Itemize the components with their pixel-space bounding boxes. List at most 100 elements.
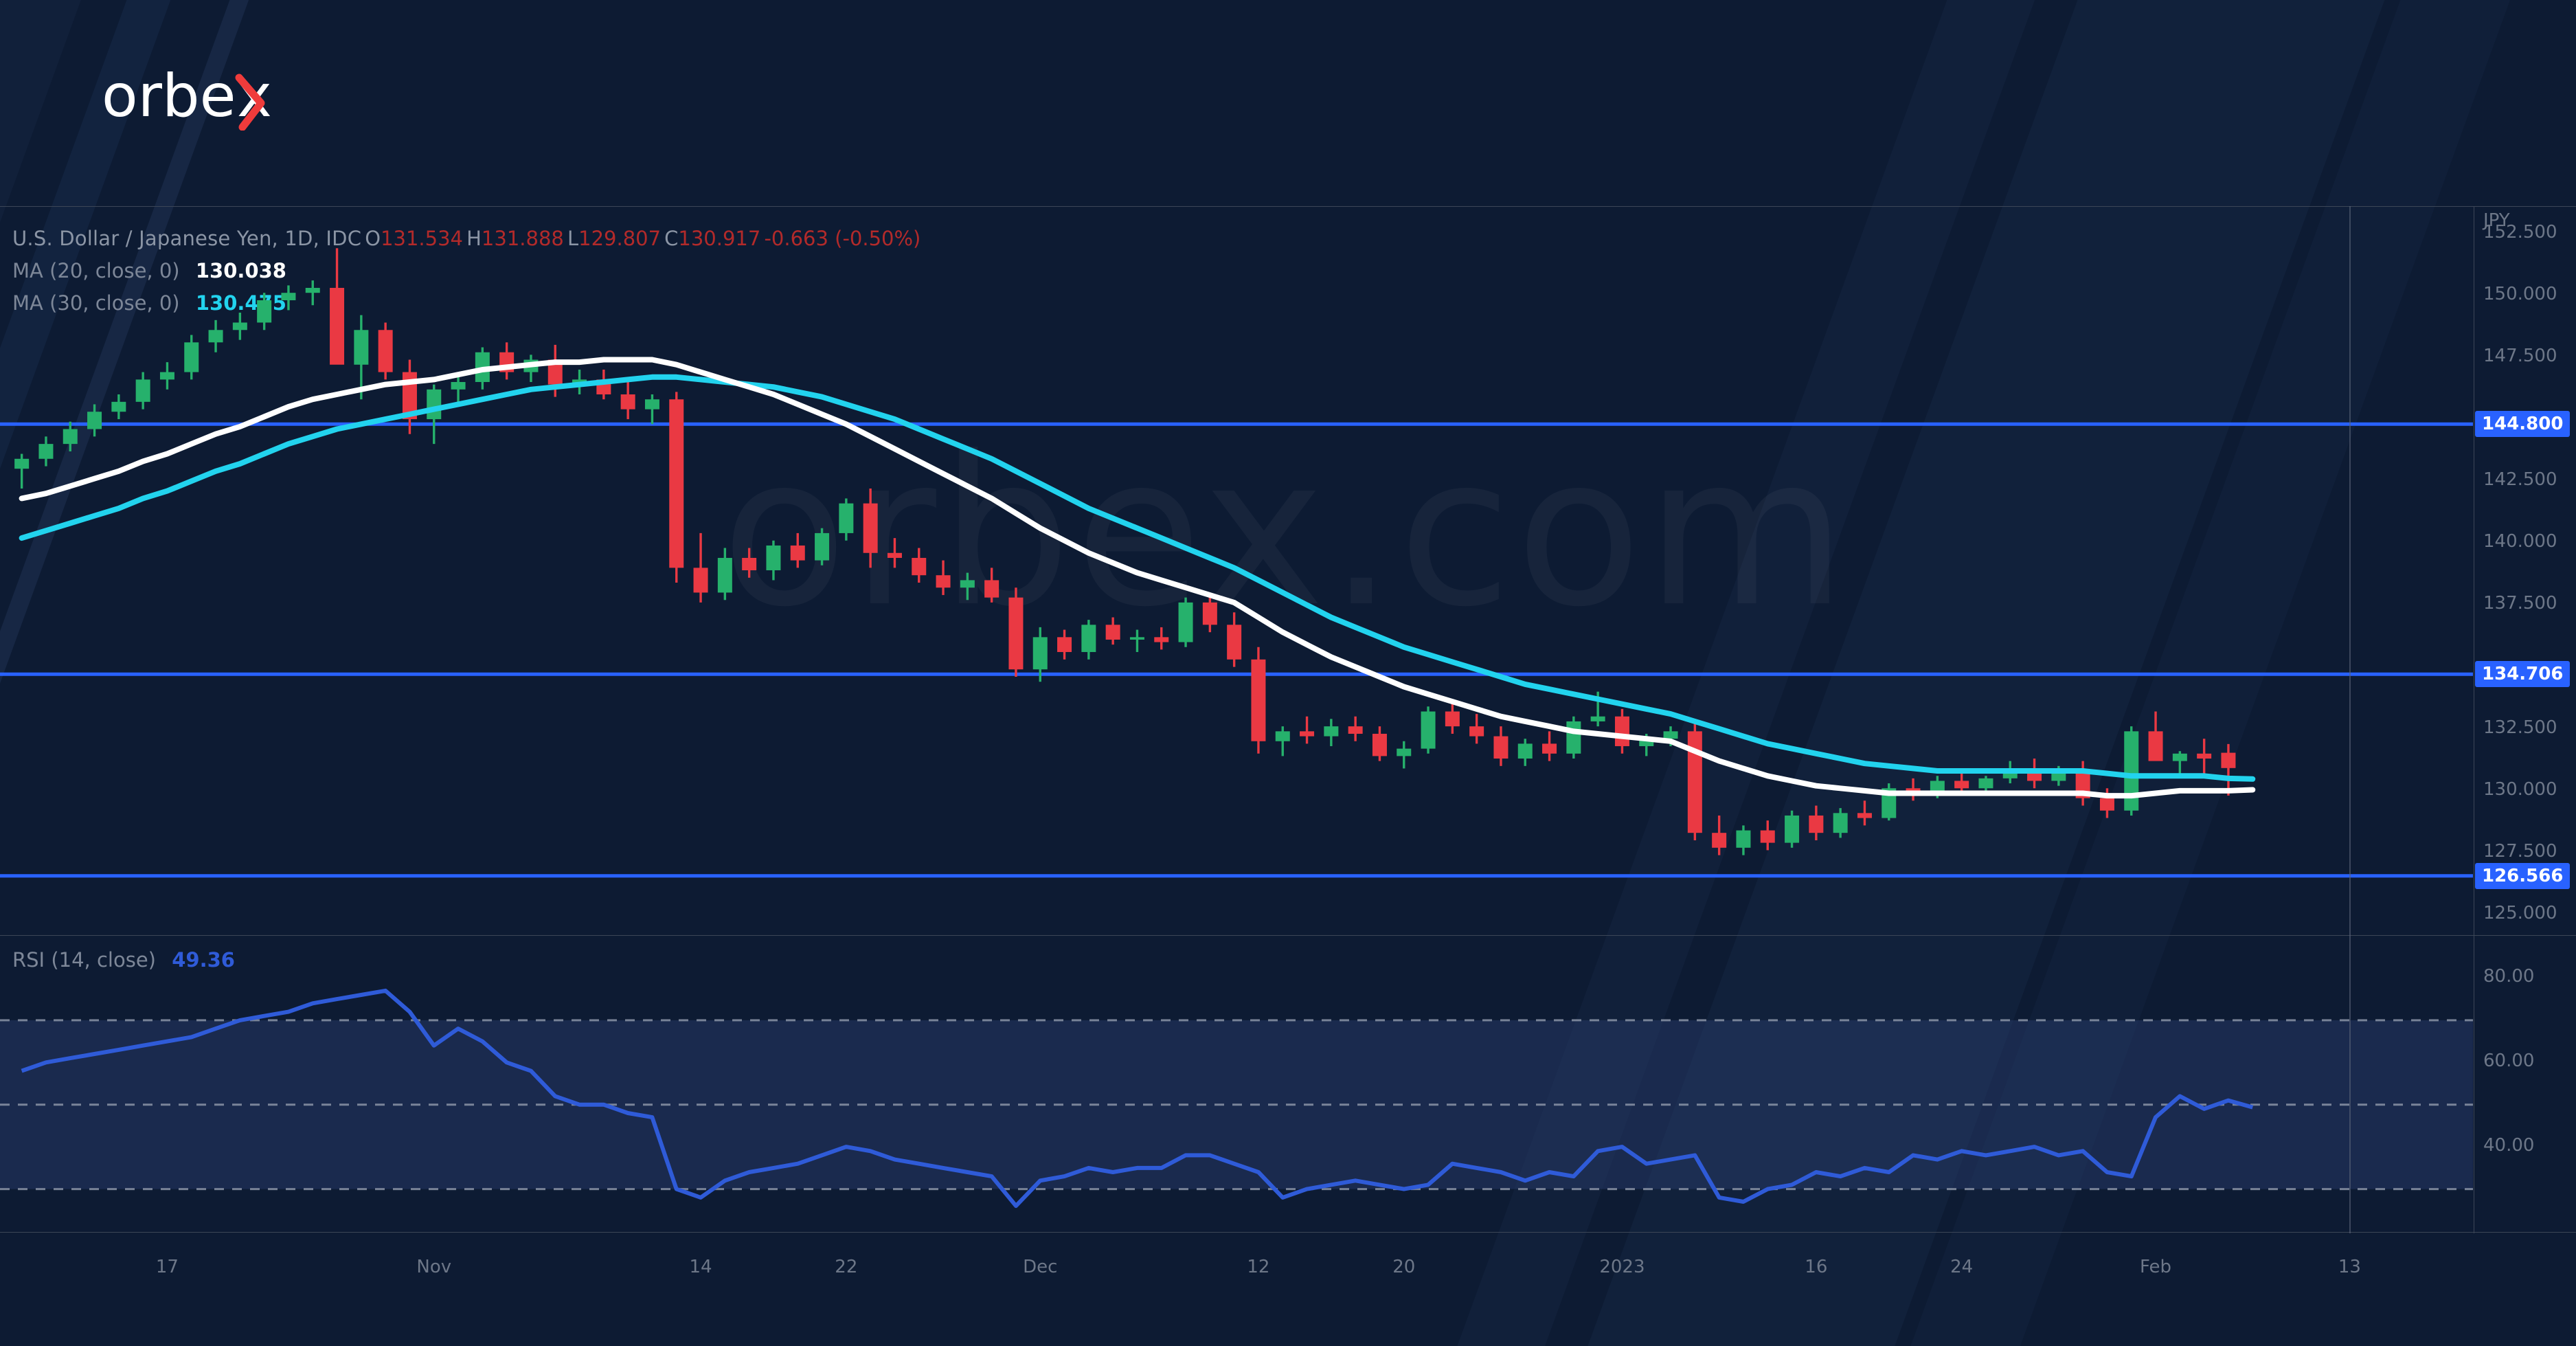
candle-body: [2148, 731, 2163, 761]
candle-body: [159, 372, 174, 380]
candle-body: [1227, 625, 1242, 660]
ma30-legend-row: MA (30, close, 0) 130.475: [12, 291, 920, 315]
candle-body: [1445, 711, 1460, 727]
rsi-pane[interactable]: [0, 936, 2473, 1231]
ma20-label: MA (20, close, 0): [12, 259, 180, 282]
candle-body: [1057, 637, 1072, 652]
candle-body: [1105, 625, 1120, 640]
candle-body: [305, 287, 320, 293]
candle-body: [1348, 726, 1363, 734]
candle-body: [2221, 752, 2236, 768]
ma20-value: 130.038: [195, 259, 286, 282]
candle-body: [815, 532, 830, 561]
low-label: L: [567, 227, 579, 250]
candle-body: [1178, 602, 1193, 642]
price-tick: 150.000: [2483, 283, 2557, 304]
candle-body: [742, 557, 757, 570]
rsi-label: RSI (14, close): [12, 948, 156, 972]
candle-body: [2172, 753, 2187, 761]
candle-body: [1032, 637, 1048, 670]
candle-body: [669, 399, 684, 568]
candle-body: [1590, 716, 1605, 721]
rsi-value: 49.36: [172, 948, 235, 972]
candle-body: [354, 330, 369, 365]
price-tick: 147.500: [2483, 345, 2557, 366]
price-level-badge[interactable]: 144.800: [2475, 411, 2571, 438]
candle-body: [63, 429, 78, 445]
candle-body: [1736, 830, 1751, 848]
time-tick-label: Nov: [416, 1257, 452, 1277]
price-tick: 127.500: [2483, 841, 2557, 862]
candle-body: [766, 545, 781, 570]
candle-body: [1566, 721, 1581, 754]
candle-body: [2197, 753, 2212, 759]
price-tick: 140.000: [2483, 531, 2557, 552]
candle-body: [887, 552, 902, 558]
candle-body: [984, 580, 999, 598]
candle-body: [184, 342, 199, 372]
candle-body: [1857, 813, 1872, 818]
price-tick: 137.500: [2483, 593, 2557, 614]
candle-body: [14, 458, 30, 469]
candle-body: [717, 557, 732, 593]
candle-body: [257, 300, 272, 323]
candle-body: [936, 575, 951, 588]
high-value: 131.888: [481, 227, 564, 250]
candle-body: [1275, 731, 1290, 741]
candle-body: [232, 322, 247, 330]
ma30-label: MA (30, close, 0): [12, 291, 180, 315]
symbol-row: U.S. Dollar / Japanese Yen, 1D, IDC O131…: [12, 227, 920, 250]
logo-accent-icon: [235, 74, 265, 131]
time-tick-label: 14: [689, 1257, 712, 1277]
candle-body: [1712, 833, 1727, 848]
chart-legend: U.S. Dollar / Japanese Yen, 1D, IDC O131…: [12, 227, 920, 315]
candle-body: [912, 557, 927, 576]
candle-body: [547, 359, 563, 385]
candle-body: [1372, 733, 1387, 756]
open-value: 131.534: [381, 227, 464, 250]
time-tick-label: 22: [835, 1257, 858, 1277]
pane-divider-rsi: [0, 935, 2576, 936]
candle-body: [839, 503, 854, 533]
currency-label: JPY: [2483, 210, 2510, 231]
candle-body: [2099, 798, 2114, 811]
low-value: 129.807: [578, 227, 662, 250]
price-tick: 125.000: [2483, 903, 2557, 924]
logo-text-main: orbe: [102, 65, 236, 131]
candle-body: [1397, 748, 1412, 756]
candle-body: [330, 287, 345, 365]
candle-body: [378, 330, 393, 372]
candle-body: [1930, 781, 1945, 794]
price-scale[interactable]: JPY 152.500 150.000 147.500 142.500 140.000 1…: [2474, 206, 2576, 1232]
time-tick-label: Dec: [1023, 1257, 1058, 1277]
candle-body: [281, 293, 296, 301]
price-level-badge[interactable]: 126.566: [2475, 862, 2571, 889]
candle-body: [1421, 711, 1436, 749]
candle-body: [1614, 716, 1629, 746]
candle-body: [1785, 815, 1800, 843]
candle-body: [1687, 731, 1702, 833]
time-tick-label: Feb: [2140, 1257, 2172, 1277]
ma20-legend-row: MA (20, close, 0) 130.038: [12, 259, 920, 282]
close-label: C: [664, 227, 679, 250]
open-label: O: [365, 227, 381, 250]
price-level-badge[interactable]: 134.706: [2475, 661, 2571, 688]
orbex-logo: orbe x: [102, 65, 272, 131]
rsi-tick: 80.00: [2483, 966, 2535, 987]
candle-body: [2124, 731, 2139, 811]
pane-divider-top: [0, 206, 2576, 207]
candle-body: [1202, 602, 1217, 625]
price-chart-pane[interactable]: [0, 206, 2473, 934]
candle-body: [1978, 778, 1993, 789]
candle-body: [1809, 815, 1824, 833]
vertical-marker-line: [2349, 206, 2351, 1233]
candle-body: [1517, 743, 1533, 759]
candle-body: [1542, 743, 1557, 754]
candle-body: [1639, 739, 1654, 746]
candle-body: [1833, 813, 1848, 833]
candle-body: [1300, 731, 1315, 737]
time-axis[interactable]: 17 Nov 14 22 Dec 12 20 2023 16 24 Feb 13: [0, 1233, 2473, 1302]
candle-body: [1324, 726, 1339, 737]
candle-body: [38, 444, 54, 459]
high-label: H: [466, 227, 482, 250]
